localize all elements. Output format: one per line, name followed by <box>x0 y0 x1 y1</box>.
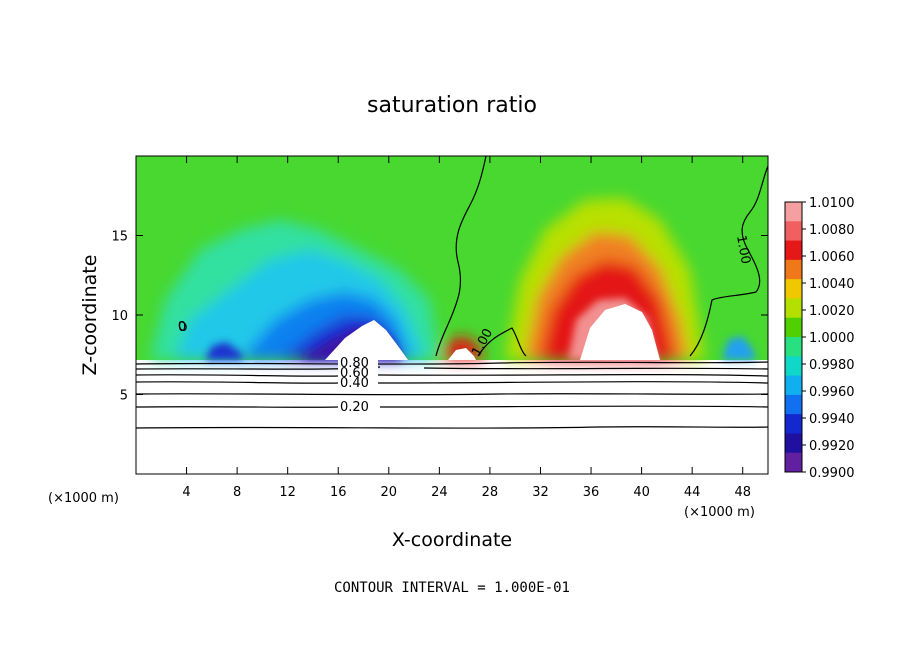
contour-label-bg-080 <box>338 356 378 368</box>
x-tick-label-8: 36 <box>583 485 600 500</box>
colorbar-label-0: 1.0100 <box>809 196 855 211</box>
colorbar: 1.0100 1.0080 1.0060 1.0040 1.0020 1.0000 0.99… <box>784 196 855 481</box>
contour-label-020: 0.20 <box>340 400 369 415</box>
colorbar-label-9: 0.9920 <box>809 439 855 454</box>
x-tick-label-7: 32 <box>532 485 549 500</box>
x-axis-label: X-coordinate <box>392 529 512 551</box>
contour-label-100-b: 1.00 <box>733 234 753 265</box>
contour-1-mid <box>477 327 527 357</box>
colorbar-swatch-7 <box>785 337 802 357</box>
contour-label-0: 0 <box>178 320 186 335</box>
x-tick-label-10: 44 <box>684 485 701 500</box>
x-tick-label-6: 28 <box>482 485 499 500</box>
colorbar-swatch-5 <box>785 298 802 319</box>
contour-label-bg-040 <box>338 377 378 388</box>
white-mountain-right <box>580 304 660 360</box>
colorbar-swatch-6 <box>785 317 802 338</box>
contour-lower-5 <box>136 393 768 396</box>
x-tick-label-3: 16 <box>330 485 347 500</box>
y-tick-label-1: 10 <box>111 309 128 324</box>
colorbar-label-7: 0.9960 <box>809 385 855 400</box>
colorbar-swatch-13 <box>785 452 802 473</box>
y-axis: 5 10 15 <box>111 230 768 404</box>
colorbar-swatch-9 <box>785 375 802 396</box>
colorbar-swatch-1 <box>785 221 802 242</box>
colorbar-label-8: 0.9940 <box>809 412 855 427</box>
contour-small-loop <box>178 321 187 331</box>
colorbar-label-5: 1.0000 <box>809 331 855 346</box>
contour-label-bg-020 <box>338 399 380 412</box>
colorbar-label-3: 1.0040 <box>809 277 855 292</box>
colorbar-label-6: 0.9980 <box>809 358 855 373</box>
y-tick-label-2: 15 <box>111 230 128 245</box>
x-tick-label-1: 8 <box>233 485 241 500</box>
colorbar-label-4: 1.0020 <box>809 304 855 319</box>
x-tick-label-0: 4 <box>182 485 190 500</box>
contour-label-040: 0.40 <box>340 376 369 391</box>
x-units-left: (×1000 m) <box>48 491 119 506</box>
colorbar-label-10: 0.9900 <box>809 466 855 481</box>
x-tick-label-5: 24 <box>431 485 448 500</box>
white-patch-small <box>448 348 476 360</box>
colorbar-label-2: 1.0060 <box>809 250 855 265</box>
contour-label-bg-060 <box>338 367 378 377</box>
y-tick-label-0: 5 <box>120 389 128 404</box>
colorbar-swatch-10 <box>785 394 802 415</box>
plot-area: 0.80 0.60 0.40 0.20 1.00 1.00 0 <box>136 156 768 474</box>
contour-lower-4 <box>136 381 768 384</box>
colorbar-label-1: 1.0080 <box>809 223 855 238</box>
contour-lower-7 <box>136 426 768 429</box>
x-units-right: (×1000 m) <box>684 505 755 520</box>
contour-lower-3 <box>136 374 768 377</box>
y-axis-label: Z-coordinate <box>79 255 101 376</box>
field-blue-small-2 <box>722 336 756 360</box>
x-tick-label-9: 40 <box>633 485 650 500</box>
contour-lower-6 <box>136 405 768 408</box>
chart-title: saturation ratio <box>367 93 537 118</box>
contour-interval-note: CONTOUR INTERVAL = 1.000E-01 <box>334 580 570 596</box>
x-axis: 4 8 12 16 20 24 28 32 36 40 44 48 <box>182 156 751 500</box>
colorbar-swatch-11 <box>785 414 802 434</box>
contour-lower-1 <box>136 361 768 365</box>
saturation-field <box>136 156 768 360</box>
colorbar-swatch-4 <box>785 279 802 299</box>
contour-1-right <box>689 165 768 357</box>
colorbar-swatch-3 <box>785 259 802 280</box>
colorbar-swatch-12 <box>785 433 802 454</box>
contour-lines <box>136 156 768 429</box>
colorbar-swatch-8 <box>785 356 802 377</box>
x-tick-label-11: 48 <box>734 485 751 500</box>
field-blue-small-1 <box>205 342 244 360</box>
x-tick-label-4: 20 <box>381 485 398 500</box>
colorbar-swatch-2 <box>785 240 802 261</box>
contour-1-left <box>435 156 487 357</box>
field-red-small <box>440 336 484 360</box>
colorbar-swatch-0 <box>785 202 802 222</box>
white-mountain-left <box>325 320 408 360</box>
x-tick-label-2: 12 <box>279 485 296 500</box>
